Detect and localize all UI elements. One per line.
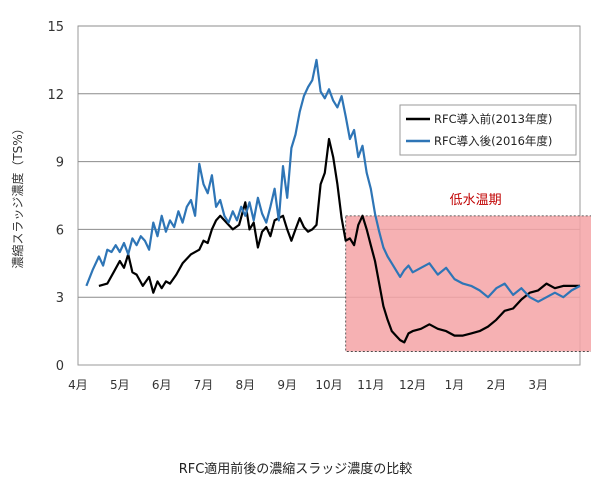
y-axis-label: 濃縮スラッジ濃度（TS%）	[10, 122, 25, 268]
y-tick-label: 15	[47, 20, 64, 35]
low-temp-region	[345, 215, 591, 352]
x-tick-label: 10月	[315, 378, 342, 392]
y-tick-label: 12	[47, 88, 64, 103]
low-temp-label: 低水温期	[450, 193, 502, 208]
x-tick-label: 3月	[528, 378, 548, 392]
y-tick-label: 6	[56, 223, 64, 238]
legend-label-1: RFC導入前(2013年度)	[434, 112, 552, 126]
x-tick-label: 6月	[152, 378, 172, 392]
y-tick-label: 3	[56, 291, 64, 306]
figure-caption: RFC適用前後の濃縮スラッジ濃度の比較	[178, 462, 413, 477]
x-tick-label: 7月	[194, 378, 214, 392]
x-tick-label: 8月	[236, 378, 256, 392]
x-tick-label: 1月	[445, 378, 465, 392]
x-tick-label: 4月	[68, 378, 88, 392]
series-line-2	[85, 58, 581, 303]
x-tick-label: 11月	[357, 378, 384, 392]
legend-label-2: RFC導入後(2016年度)	[434, 134, 552, 148]
x-tick-label: 5月	[110, 378, 130, 392]
x-tick-label: 12月	[399, 378, 426, 392]
y-tick-label: 0	[56, 359, 64, 374]
y-tick-label: 9	[56, 156, 64, 171]
x-tick-label: 2月	[487, 378, 507, 392]
legend	[399, 104, 577, 156]
series-line-1	[98, 137, 580, 344]
x-tick-label: 9月	[277, 378, 297, 392]
